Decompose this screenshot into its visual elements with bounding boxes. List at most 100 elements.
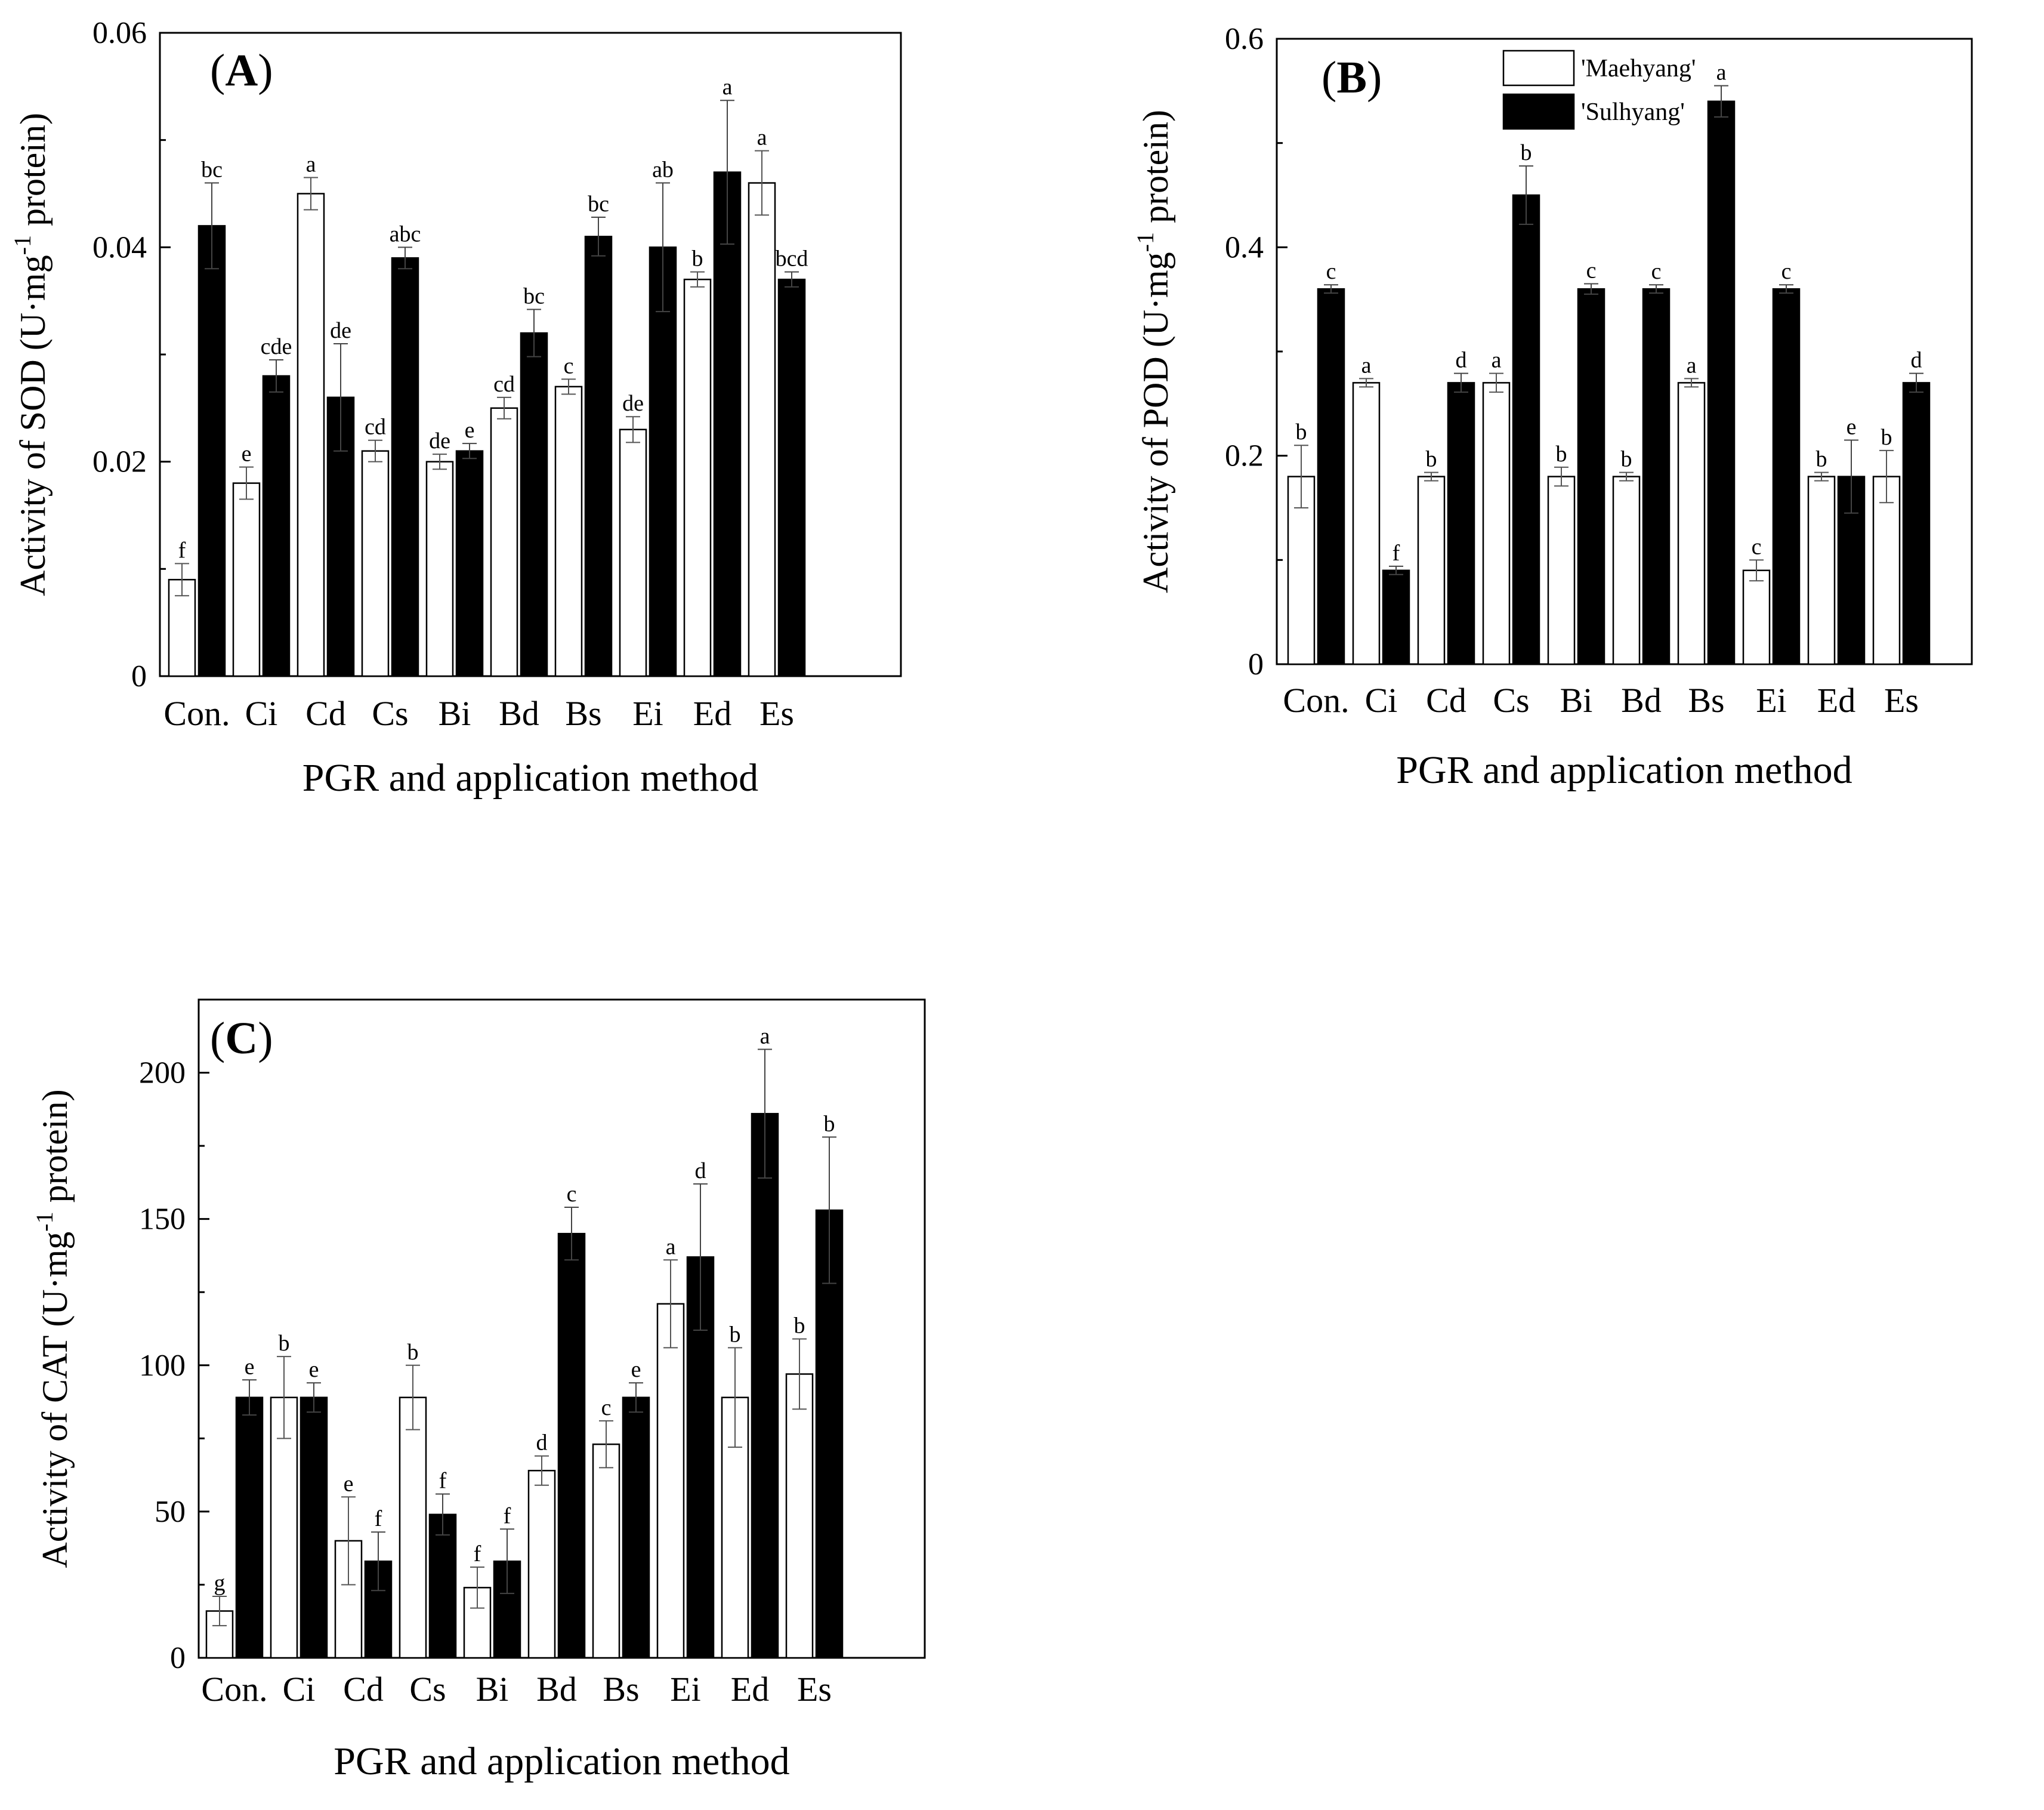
- legend-swatch-sulhyang: [1502, 93, 1575, 130]
- panel-c-significance-label: d: [695, 1158, 706, 1183]
- panel-a-x-tick-label: Bs: [565, 694, 601, 733]
- panel-c-x-tick-label: Ci: [283, 1670, 316, 1709]
- panel-c-bar-maehyang: [334, 1540, 363, 1659]
- panel-c-error-bar: [535, 1455, 549, 1486]
- panel-c-bar-sulhyang: [300, 1396, 328, 1659]
- panel-c-error-bar: [629, 1382, 643, 1413]
- panel-b-error-bar: [1554, 466, 1568, 487]
- legend: 'Maehyang' 'Sulhyang': [1502, 50, 1696, 130]
- panel-c-bar-sulhyang: [557, 1232, 586, 1659]
- panel-b-bar-sulhyang: [1577, 288, 1605, 665]
- panel-b-x-tick-label: Con.: [1283, 681, 1349, 720]
- panel-a-error-bar: [626, 416, 640, 443]
- panel-b-x-tick-label: Cd: [1426, 681, 1466, 720]
- panel-b-bar-maehyang: [1807, 476, 1836, 665]
- panel-a-x-tick-label: Ei: [632, 694, 663, 733]
- panel-c-x-tick-label: Bi: [476, 1670, 509, 1709]
- panel-a-significance-label: bcd: [776, 246, 808, 272]
- panel-a-significance-label: de: [330, 318, 351, 343]
- legend-label-maehyang: 'Maehyang': [1581, 55, 1696, 82]
- panel-a-significance-label: a: [757, 125, 767, 150]
- panel-c-bar-maehyang: [592, 1443, 620, 1659]
- panel-b-bar-maehyang: [1612, 476, 1641, 665]
- panel-a-bar-sulhyang: [777, 278, 806, 677]
- panel-c-significance-label: d: [536, 1430, 548, 1456]
- panel-c-bar-maehyang: [399, 1396, 427, 1659]
- panel-b-significance-label: b: [1521, 140, 1532, 165]
- panel-c-error-bar: [599, 1420, 613, 1469]
- panel-b-y-tick-label: 0: [1248, 647, 1264, 682]
- panel-b-significance-label: c: [1326, 259, 1336, 284]
- panel-c-label: (C): [210, 1013, 273, 1063]
- panel-a-error-bar: [398, 246, 412, 270]
- panel-c-error-bar: [242, 1379, 257, 1416]
- panel-c-error-bar: [371, 1531, 385, 1592]
- panel-a-bar-maehyang: [490, 407, 518, 677]
- panel-c-error-bar: [792, 1338, 807, 1410]
- panel-b-significance-label: b: [1621, 447, 1632, 472]
- panel-b-x-tick-label: Bi: [1560, 681, 1593, 720]
- panel-b-x-axis-label: PGR and application method: [1396, 748, 1852, 792]
- panel-b-bar-sulhyang: [1317, 288, 1345, 665]
- panel-a-significance-label: bc: [201, 158, 223, 183]
- panel-b-x-tick-label: Ei: [1756, 681, 1787, 720]
- panel-c-y-tick-label: 100: [139, 1349, 186, 1383]
- panel-b-bar-sulhyang: [1382, 569, 1410, 665]
- panel-b-bar-sulhyang: [1642, 288, 1671, 665]
- panel-b-bar-sulhyang: [1772, 288, 1801, 665]
- panel-a-bar-maehyang: [232, 482, 261, 677]
- panel-c-error-bar: [406, 1364, 420, 1430]
- panel-b-error-bar: [1424, 471, 1438, 482]
- panel-a-sod-chart: 00.020.040.06fbcCon.ecdeCiadeCdcdabcCsde…: [9, 16, 902, 800]
- panel-c-error-bar: [822, 1136, 836, 1284]
- panel-b-significance-label: b: [1426, 447, 1437, 472]
- panel-b-bar-maehyang: [1872, 476, 1901, 665]
- panel-a-x-tick-label: Bi: [439, 694, 471, 733]
- panel-a-bar-sulhyang: [455, 450, 484, 677]
- panel-c-bar-maehyang: [527, 1470, 556, 1659]
- panel-c-significance-label: a: [666, 1234, 676, 1259]
- panel-c-significance-label: f: [439, 1468, 447, 1493]
- panel-c-error-bar: [728, 1347, 742, 1448]
- panel-a-bar-sulhyang: [520, 332, 548, 677]
- panel-a-error-bar: [175, 563, 189, 597]
- panel-a-significance-label: b: [692, 246, 703, 272]
- panel-c-error-bar: [758, 1049, 772, 1179]
- panel-a-bar-maehyang: [297, 193, 325, 677]
- panel-b-error-bar: [1454, 372, 1468, 393]
- panel-b-error-bar: [1619, 471, 1634, 482]
- panel-c-significance-label: f: [504, 1503, 511, 1528]
- panel-a-error-bar: [785, 271, 799, 288]
- panel-c-x-tick-label: Ei: [670, 1670, 701, 1709]
- panel-b-significance-label: b: [1296, 420, 1307, 445]
- panel-b-label: (B): [1322, 53, 1382, 103]
- panel-b-y-tick-label: 0.6: [1225, 22, 1264, 56]
- panel-c-x-tick-label: Cd: [343, 1670, 384, 1709]
- panel-a-bar-maehyang: [554, 386, 583, 677]
- panel-a-significance-label: e: [465, 418, 475, 443]
- panel-a-x-tick-label: Bd: [499, 694, 539, 733]
- panel-a-significance-label: cd: [365, 415, 386, 440]
- panel-a-significance-label: bc: [588, 192, 609, 217]
- panel-b-error-bar: [1489, 372, 1503, 393]
- panel-c-bar-sulhyang: [751, 1112, 779, 1659]
- panel-c-cat-chart: 050100150200geCon.beCiefCdbfCsffBidcBdce…: [31, 998, 926, 1783]
- panel-b-y-tick-label: 0.2: [1225, 439, 1264, 473]
- panel-c-y-tick-label: 150: [139, 1202, 186, 1237]
- panel-c-y-tick-label: 50: [155, 1495, 186, 1529]
- panel-c-significance-label: b: [279, 1331, 290, 1356]
- panel-a-y-tick-label: 0: [131, 659, 147, 693]
- panel-c-significance-label: a: [760, 1023, 770, 1049]
- panel-b-x-tick-label: Ed: [1817, 681, 1855, 720]
- panel-b-error-bar: [1294, 445, 1308, 508]
- panel-a-error-bar: [368, 439, 382, 462]
- panel-c-significance-label: b: [794, 1313, 805, 1339]
- legend-label-sulhyang: 'Sulhyang': [1581, 98, 1685, 126]
- panel-a-x-tick-label: Es: [759, 694, 794, 733]
- panel-a-bar-sulhyang: [197, 225, 226, 677]
- panel-c-bar-sulhyang: [622, 1396, 650, 1659]
- panel-c-significance-label: b: [824, 1111, 835, 1136]
- panel-b-error-bar: [1584, 283, 1598, 295]
- panel-a-error-bar: [433, 454, 447, 470]
